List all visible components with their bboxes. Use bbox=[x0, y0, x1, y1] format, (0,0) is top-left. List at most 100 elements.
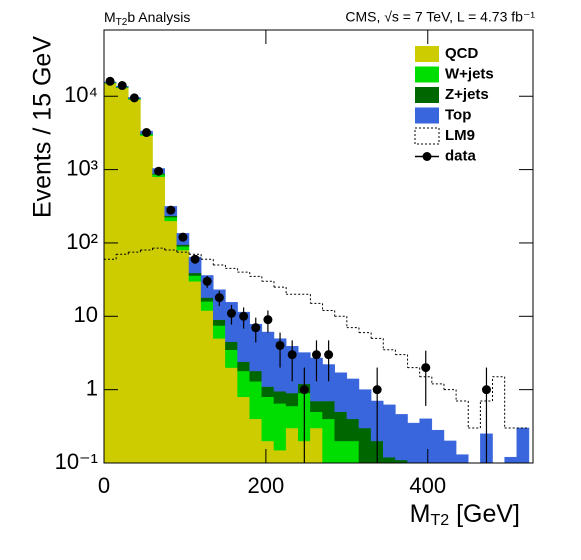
histogram-bar bbox=[128, 99, 141, 464]
histogram-bar bbox=[115, 87, 129, 464]
title-part: b Analysis bbox=[127, 9, 190, 25]
histogram-bar bbox=[188, 275, 202, 282]
histogram-bar bbox=[285, 392, 299, 407]
histogram-bar bbox=[164, 220, 178, 464]
histogram-bar bbox=[261, 396, 275, 442]
histogram-bar bbox=[285, 427, 299, 464]
histogram-bar bbox=[225, 367, 238, 464]
histogram-bar bbox=[443, 440, 457, 464]
data-point bbox=[141, 128, 151, 138]
histogram-bar bbox=[200, 297, 214, 302]
histogram-bar bbox=[176, 246, 190, 251]
histogram-bar bbox=[346, 378, 360, 420]
data-point bbox=[202, 276, 212, 286]
data-point bbox=[129, 93, 139, 103]
legend-swatch bbox=[415, 66, 439, 83]
y-tick-label: 10³ bbox=[66, 155, 98, 180]
histogram-bar bbox=[407, 422, 420, 464]
data-point bbox=[105, 76, 115, 86]
y-tick-label: 10 bbox=[74, 302, 98, 327]
histogram-bar bbox=[516, 427, 530, 464]
histogram-bar bbox=[213, 325, 226, 339]
x-tick-label: 400 bbox=[409, 473, 446, 498]
title-left: MT2b Analysis bbox=[104, 9, 190, 28]
x-tick-label: 200 bbox=[248, 473, 285, 498]
histogram-bar bbox=[225, 349, 238, 368]
data-point bbox=[117, 81, 127, 91]
histogram-bar bbox=[346, 440, 360, 464]
histogram-bar bbox=[322, 400, 335, 420]
data-point bbox=[299, 385, 309, 395]
data-point bbox=[421, 363, 431, 373]
histogram-bar bbox=[310, 400, 323, 412]
histogram-bar bbox=[103, 83, 117, 464]
title-part: T2 bbox=[116, 17, 128, 28]
histogram-bar bbox=[200, 301, 214, 311]
histogram-bar bbox=[358, 427, 372, 464]
legend-swatch bbox=[415, 46, 439, 62]
histogram-bar bbox=[261, 331, 275, 387]
data-point bbox=[324, 350, 334, 360]
data-point bbox=[190, 254, 200, 264]
histogram-bar bbox=[346, 418, 360, 442]
histogram-bar bbox=[504, 456, 518, 464]
plot-frame bbox=[103, 29, 534, 464]
legend-swatch bbox=[415, 107, 439, 124]
y-tick-label: 10⁻¹ bbox=[55, 449, 98, 474]
y-tick-label: 1 bbox=[86, 375, 98, 400]
data-point bbox=[372, 385, 382, 395]
histogram-bar bbox=[188, 281, 202, 464]
plot-area bbox=[103, 30, 533, 464]
histogram-bar bbox=[285, 405, 299, 429]
histogram-bar bbox=[358, 389, 372, 429]
histogram-bar bbox=[237, 361, 250, 372]
histogram-bar bbox=[273, 391, 287, 404]
histogram-bar bbox=[383, 456, 396, 464]
histogram-bar bbox=[176, 244, 190, 247]
x-label-part: T2 bbox=[430, 512, 449, 529]
legend-swatch bbox=[414, 127, 440, 145]
histogram-bar bbox=[140, 135, 153, 464]
legend-label: LM9 bbox=[445, 127, 475, 144]
data-point bbox=[178, 232, 188, 242]
legend-label: W+jets bbox=[445, 65, 494, 82]
y-tick-label: 10⁴ bbox=[64, 82, 98, 107]
histogram-bar bbox=[431, 429, 445, 464]
histogram-bar bbox=[225, 341, 238, 350]
data-point bbox=[214, 293, 224, 303]
histogram-bar bbox=[200, 310, 214, 464]
histogram-bar bbox=[455, 454, 469, 464]
histogram-bar bbox=[249, 370, 263, 382]
histogram-bar bbox=[273, 403, 287, 451]
histogram-bar bbox=[213, 319, 226, 326]
histogram-bar bbox=[152, 176, 165, 464]
histogram-bar bbox=[419, 418, 433, 464]
histogram-bar bbox=[261, 440, 275, 464]
data-point bbox=[287, 350, 297, 360]
x-tick-label: 0 bbox=[98, 473, 110, 498]
histogram-bar bbox=[273, 449, 287, 464]
data-point bbox=[226, 308, 236, 318]
histogram-bar bbox=[334, 372, 348, 412]
histogram-bar bbox=[213, 338, 226, 464]
data-point bbox=[251, 323, 261, 333]
y-axis-label: Events / 15 GeV bbox=[29, 36, 57, 218]
data-point bbox=[311, 350, 321, 360]
histogram-bar bbox=[237, 396, 250, 464]
title-part: M bbox=[104, 9, 116, 25]
data-point bbox=[263, 315, 273, 325]
legend-label: Z+jets bbox=[445, 86, 489, 103]
data-point bbox=[239, 311, 249, 321]
x-label-part: [GeV] bbox=[449, 500, 520, 528]
x-axis-label: MT2 [GeV] bbox=[410, 500, 520, 530]
histogram-bar bbox=[310, 411, 323, 429]
histogram-bar bbox=[188, 272, 202, 276]
legend-swatch bbox=[422, 152, 432, 161]
histogram-bar bbox=[334, 440, 348, 464]
histogram-bar bbox=[310, 427, 323, 464]
histogram-bar bbox=[383, 404, 396, 458]
data-point bbox=[154, 166, 164, 176]
data-point bbox=[166, 205, 176, 215]
histogram-bar bbox=[176, 249, 190, 464]
